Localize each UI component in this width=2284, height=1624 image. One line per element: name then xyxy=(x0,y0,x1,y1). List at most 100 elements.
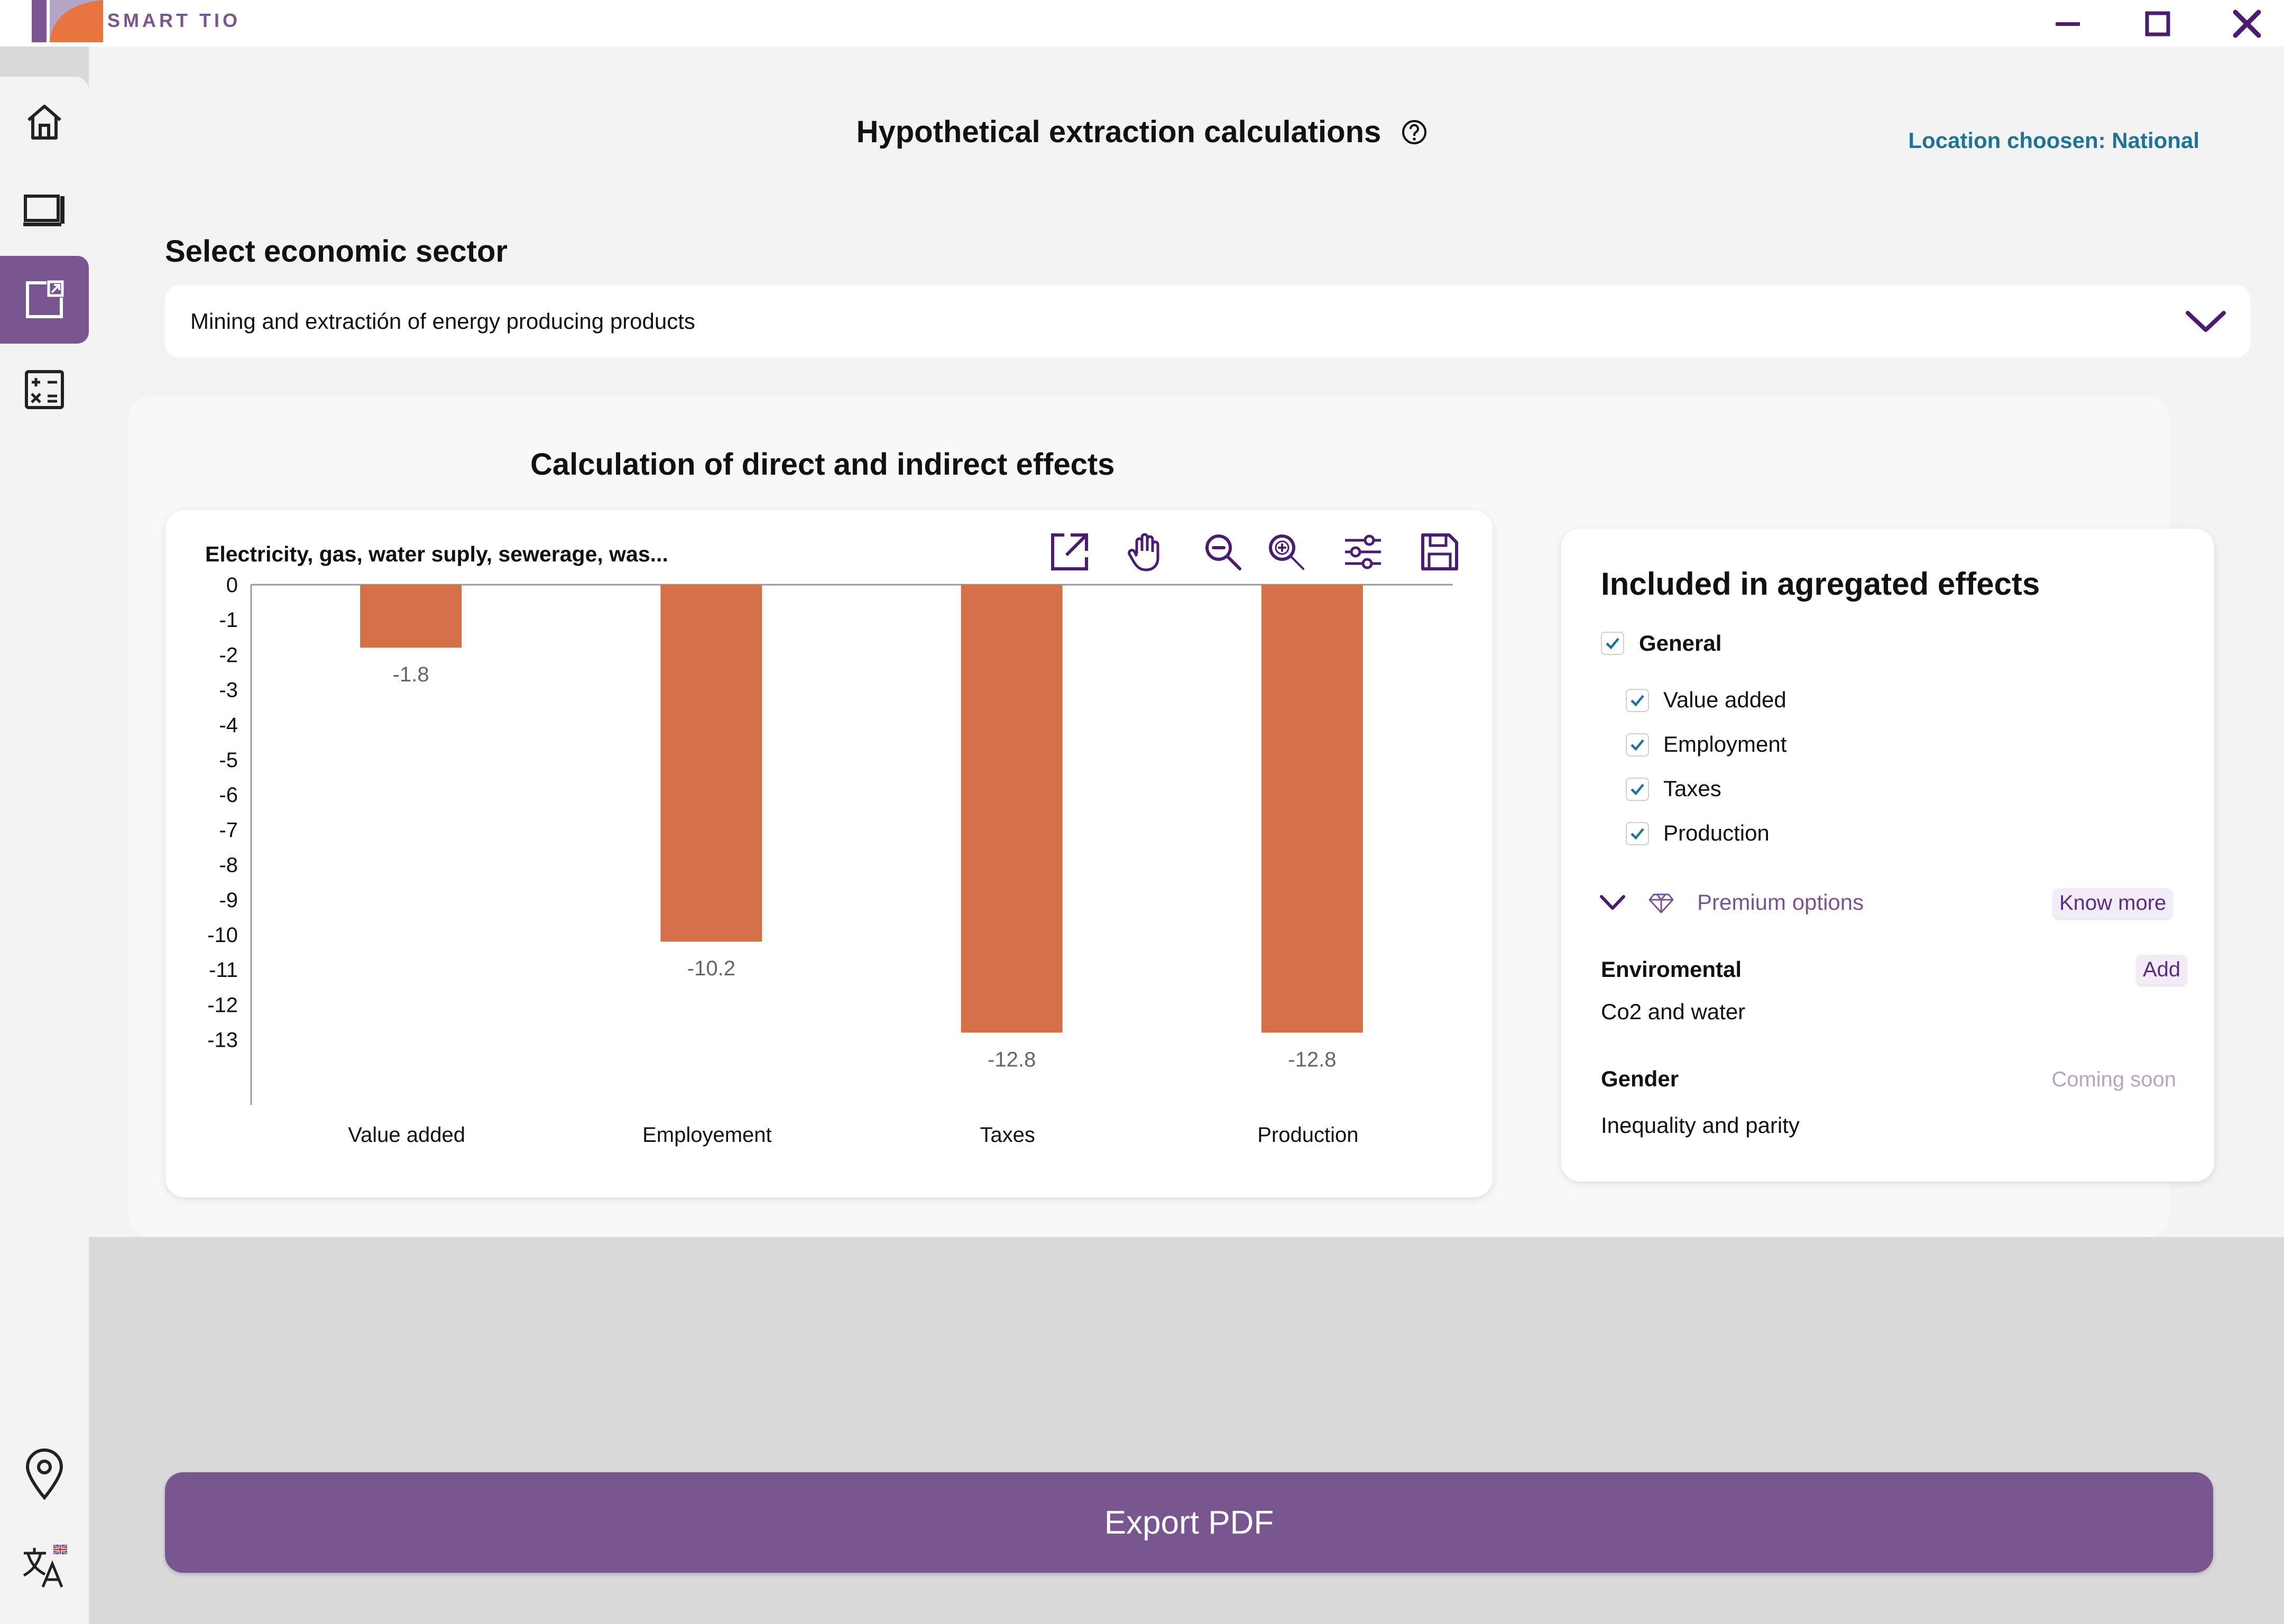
general-label: General xyxy=(1639,631,1722,656)
y-tick-label: 0 xyxy=(226,574,238,597)
y-tick-label: -11 xyxy=(209,958,238,982)
export-chart-button[interactable] xyxy=(1046,528,1093,576)
panel-title: Calculation of direct and indirect effec… xyxy=(530,447,1115,482)
chart-settings-button[interactable] xyxy=(1339,528,1387,576)
x-category-label: Production xyxy=(1257,1123,1358,1147)
environmental-subtitle: Co2 and water xyxy=(1601,999,1746,1024)
y-tick-label: -12 xyxy=(207,993,238,1017)
employment-checkbox[interactable] xyxy=(1626,733,1649,756)
sidebar-item-home[interactable] xyxy=(0,78,89,166)
check-icon xyxy=(1606,638,1619,650)
check-icon xyxy=(1631,739,1644,751)
calculator-icon xyxy=(25,370,64,409)
x-category-label: Taxes xyxy=(980,1123,1035,1147)
y-tick-label: -13 xyxy=(207,1029,238,1052)
app-name: SMART TIO xyxy=(107,10,241,31)
value-added-label: Value added xyxy=(1663,687,1786,712)
zoom-in-button[interactable] xyxy=(1263,528,1310,576)
check-icon xyxy=(1631,695,1644,707)
sector-value: Mining and extractión of energy producin… xyxy=(190,309,695,334)
x-category-label: Value added xyxy=(348,1123,465,1147)
monitor-icon xyxy=(23,195,65,226)
bar-chart: 0 -1 -2 -3 -4 -5 -6 -7 -8 -9 -10 -11 -12 -13 -1.8 Value… xyxy=(207,574,1453,1147)
hand-icon xyxy=(1128,533,1159,571)
production-label: Production xyxy=(1663,820,1770,845)
export-pdf-button[interactable]: Export PDF xyxy=(165,1472,2213,1573)
y-tick-label: -6 xyxy=(219,783,238,807)
close-button[interactable] xyxy=(2228,5,2265,42)
page-title-text: Hypothetical extraction calculations xyxy=(856,115,1382,150)
save-icon xyxy=(1421,533,1458,570)
environmental-title: Enviromental xyxy=(1601,957,1742,982)
effects-panel: Calculation of direct and indirect effec… xyxy=(128,396,2214,1237)
location-pin-icon xyxy=(25,1448,63,1500)
y-tick-label: -1 xyxy=(219,608,238,632)
sector-label: Select economic sector xyxy=(165,234,508,269)
minimize-button[interactable] xyxy=(2049,5,2086,42)
home-icon xyxy=(27,105,61,140)
help-icon[interactable] xyxy=(1401,119,1428,145)
location-indicator[interactable]: Location choosen: National xyxy=(1908,128,2199,153)
zoom-in-icon xyxy=(1269,534,1304,570)
sidebar-item-monitor[interactable] xyxy=(0,166,89,254)
bar-value-label: -12.8 xyxy=(1288,1048,1336,1071)
app-logo xyxy=(32,0,103,42)
production-checkbox[interactable] xyxy=(1626,822,1649,845)
pan-button[interactable] xyxy=(1122,528,1170,576)
check-icon xyxy=(1631,783,1644,796)
y-tick-label: -5 xyxy=(219,749,238,772)
y-tick-label: -8 xyxy=(219,854,238,877)
coming-soon-label: Coming soon xyxy=(2051,1068,2176,1091)
title-bar: SMART TIO xyxy=(0,0,2284,47)
y-tick-label: -9 xyxy=(219,889,238,912)
translate-icon xyxy=(23,1544,68,1588)
bar-value-label: -1.8 xyxy=(393,663,429,686)
bar xyxy=(360,585,462,648)
taxes-checkbox[interactable] xyxy=(1626,778,1649,801)
bar-value-label: -12.8 xyxy=(988,1048,1036,1071)
maximize-icon xyxy=(2145,11,2170,36)
effects-title: Included in agregated effects xyxy=(1601,566,2040,602)
general-checkbox[interactable] xyxy=(1601,632,1624,655)
chevron-down-icon[interactable] xyxy=(1598,892,1627,914)
open-external-icon xyxy=(1051,533,1088,570)
gender-title: Gender xyxy=(1601,1066,1679,1091)
minimize-icon xyxy=(2056,22,2080,26)
x-category-label: Employement xyxy=(642,1123,772,1147)
gender-subtitle: Inequality and parity xyxy=(1601,1113,1800,1138)
y-tick-label: -4 xyxy=(219,714,238,737)
chevron-down-icon xyxy=(2186,311,2226,332)
bar-value-label: -10.2 xyxy=(687,957,735,980)
sector-dropdown[interactable]: Mining and extractión of energy producin… xyxy=(165,285,2250,357)
bar xyxy=(1261,585,1363,1033)
taxes-label: Taxes xyxy=(1663,776,1721,801)
maximize-button[interactable] xyxy=(2139,5,2176,42)
value-added-checkbox[interactable] xyxy=(1626,689,1649,712)
zoom-out-button[interactable] xyxy=(1199,528,1247,576)
y-tick-label: -10 xyxy=(207,924,238,947)
y-tick-label: -3 xyxy=(219,679,238,702)
y-tick-label: -2 xyxy=(219,643,238,667)
bar xyxy=(660,585,762,942)
premium-options-label[interactable]: Premium options xyxy=(1697,890,1864,915)
save-chart-button[interactable] xyxy=(1416,528,1463,576)
bar xyxy=(961,585,1063,1033)
sidebar-item-extraction[interactable] xyxy=(0,256,89,344)
extraction-icon xyxy=(26,280,64,318)
page-title: Hypothetical extraction calculations xyxy=(0,112,2284,150)
close-icon xyxy=(2233,10,2261,38)
chart-card: 0 -1 -2 -3 -4 -5 -6 -7 -8 -9 -10 -11 -12 -13 -1.8 Value… xyxy=(165,510,1493,1197)
sidebar-item-calculator[interactable] xyxy=(0,346,89,433)
diamond-icon xyxy=(1648,893,1674,914)
y-tick-label: -7 xyxy=(219,818,238,842)
check-icon xyxy=(1631,828,1644,840)
sidebar-item-language[interactable] xyxy=(0,1522,89,1610)
chart-title: Electricity, gas, water suply, sewerage,… xyxy=(205,542,668,566)
employment-label: Employment xyxy=(1663,732,1787,756)
aggregated-effects-card: Included in agregated effects General Va… xyxy=(1561,529,2214,1182)
zoom-out-icon xyxy=(1205,534,1241,570)
know-more-button[interactable]: Know more xyxy=(2053,888,2173,918)
add-environmental-button[interactable]: Add xyxy=(2136,955,2187,985)
sliders-icon xyxy=(1345,534,1381,569)
sidebar-item-location[interactable] xyxy=(0,1431,89,1518)
